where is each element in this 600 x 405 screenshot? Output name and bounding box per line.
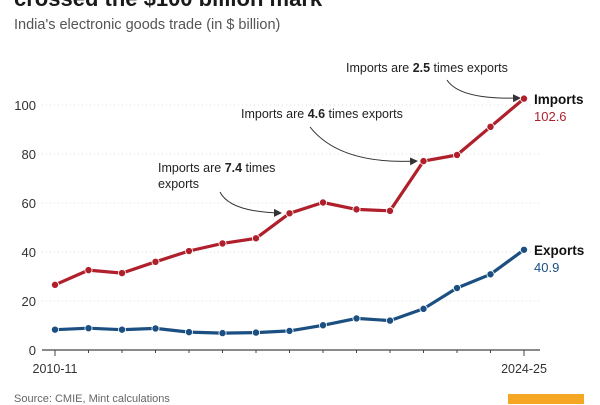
- annotation-7-line-1: exports: [158, 177, 199, 191]
- x-tick-label-first: 2010-11: [33, 362, 78, 376]
- annotation-arrow-11: [309, 126, 418, 166]
- annotation-text-part: times exports: [430, 61, 508, 75]
- imports-point-8: [318, 198, 327, 207]
- exports-point-11: [419, 304, 428, 313]
- exports-point-9: [352, 314, 361, 323]
- exports-line: [53, 248, 526, 335]
- annotation-text-part: times exports: [325, 107, 403, 121]
- exports-point-8: [318, 321, 327, 330]
- brand-logo-strip: [508, 394, 584, 404]
- y-tick-label-40: 40: [22, 245, 36, 260]
- imports-point-13: [486, 122, 495, 131]
- imports-point-4: [184, 247, 193, 256]
- chart-title: crossed the $100 billion mark: [14, 0, 322, 12]
- annotation-arrow-7: [219, 191, 282, 217]
- imports-series-label: Imports: [534, 92, 584, 107]
- x-tick-label-last: 2024-25: [501, 362, 547, 376]
- imports-point-9: [352, 205, 361, 214]
- source-note: Source: CMIE, Mint calculations: [14, 393, 170, 405]
- exports-point-5: [218, 329, 227, 338]
- exports-point-7: [285, 326, 294, 335]
- exports-point-2: [118, 325, 127, 334]
- imports-point-2: [118, 269, 127, 278]
- annotation-text-part: Imports are: [158, 161, 225, 175]
- imports-point-10: [385, 206, 394, 215]
- annotation-11-line-0: Imports are 4.6 times exports: [241, 107, 403, 121]
- exports-point-6: [251, 328, 260, 337]
- annotation-14-line-0: Imports are 2.5 times exports: [346, 61, 508, 75]
- imports-point-5: [218, 239, 227, 248]
- annotation-arrow-14: [446, 79, 521, 103]
- y-tick-label-100: 100: [14, 98, 36, 113]
- exports-series-label: Exports: [534, 243, 584, 258]
- y-tick-label-0: 0: [29, 343, 36, 358]
- exports-point-1: [84, 324, 93, 333]
- imports-line: [53, 96, 526, 287]
- exports-point-13: [486, 270, 495, 279]
- chart-subtitle: India's electronic goods trade (in $ bil…: [14, 17, 281, 33]
- gridlines: [42, 104, 540, 302]
- series-labels: Imports 102.6 Exports 40.9: [534, 92, 584, 275]
- imports-point-11: [419, 157, 428, 166]
- y-tick-label-60: 60: [22, 196, 36, 211]
- exports-point-4: [184, 328, 193, 337]
- imports-point-6: [251, 234, 260, 243]
- exports-point-0: [51, 325, 60, 334]
- imports-point-12: [452, 150, 461, 159]
- exports-point-10: [385, 316, 394, 325]
- annotation-text-part: times: [242, 161, 275, 175]
- annotation-text-part: Imports are: [346, 61, 413, 75]
- annotation-text-part: exports: [158, 177, 199, 191]
- axes: 0 20 40 60 80 100 2010-11 2024-25: [14, 98, 547, 376]
- annotation-text-part: 7.4: [225, 161, 242, 175]
- exports-point-14: [520, 245, 529, 254]
- series-lines: [51, 94, 529, 338]
- exports-point-12: [452, 284, 461, 293]
- imports-end-value: 102.6: [534, 109, 567, 124]
- imports-point-14: [520, 94, 529, 103]
- annotations: Imports are 7.4 times exports Imports are …: [158, 61, 521, 217]
- imports-point-7: [285, 209, 294, 218]
- imports-point-1: [84, 266, 93, 275]
- y-tick-label-80: 80: [22, 147, 36, 162]
- imports-point-0: [51, 280, 60, 289]
- annotation-text-part: 4.6: [308, 107, 325, 121]
- exports-end-value: 40.9: [534, 260, 559, 275]
- imports-point-3: [151, 257, 160, 266]
- y-tick-label-20: 20: [22, 294, 36, 309]
- annotation-text-part: Imports are: [241, 107, 308, 121]
- annotation-text-part: 2.5: [413, 61, 430, 75]
- annotation-7-line-0: Imports are 7.4 times: [158, 161, 275, 175]
- exports-point-3: [151, 324, 160, 333]
